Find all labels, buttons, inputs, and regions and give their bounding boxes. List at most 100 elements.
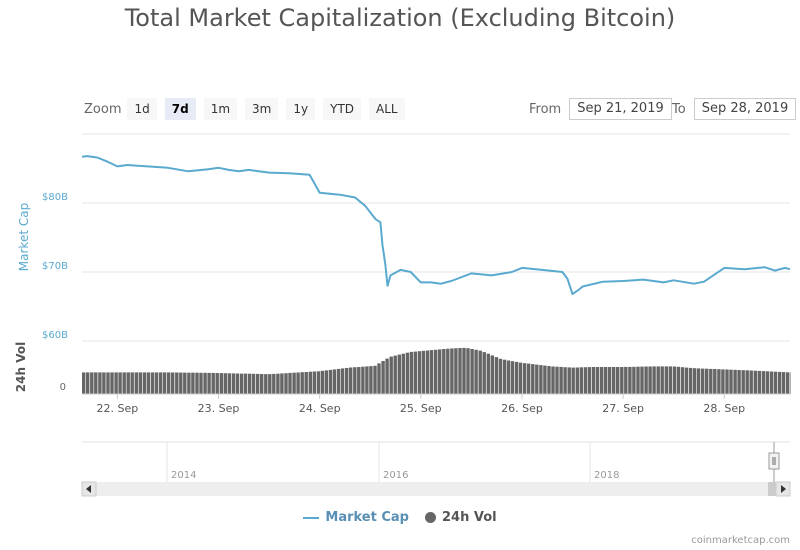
volume-bar (660, 366, 664, 394)
to-date-input[interactable]: Sep 28, 2019 (693, 98, 797, 120)
volume-bar (243, 373, 248, 394)
volume-bar (377, 363, 381, 394)
volume-bar (494, 357, 499, 394)
navigator-handle[interactable] (768, 452, 780, 470)
volume-bar (498, 358, 503, 394)
volume-bar (397, 354, 401, 394)
volume-bar (171, 372, 175, 394)
volume-bar (551, 366, 555, 394)
zoom-all-button[interactable]: ALL (369, 98, 405, 120)
volume-bar (446, 348, 450, 394)
volume-bar (644, 366, 648, 394)
volume-bar (207, 372, 211, 394)
credits-link[interactable]: coinmarketcap.com (691, 535, 790, 546)
volume-bar (130, 372, 134, 394)
volume-bar (324, 370, 329, 394)
volume-bar (765, 371, 770, 394)
volume-bar (741, 370, 745, 394)
volume-bar (316, 371, 321, 394)
volume-bar (357, 367, 361, 394)
volume-bar (745, 370, 749, 394)
volume-bar (632, 366, 636, 394)
volume-bar (336, 368, 341, 394)
volume-bar (672, 366, 677, 394)
zoom-1d-button[interactable]: 1d (127, 98, 157, 120)
volume-bar (421, 350, 426, 394)
volume-bar (664, 366, 668, 394)
volume-bar (150, 372, 155, 394)
volume-bar (247, 373, 252, 394)
y-tick-label: $60B (42, 330, 68, 341)
volume-bar (365, 366, 369, 394)
volume-bar (308, 371, 312, 394)
volume-bar (547, 366, 551, 394)
volume-bar (680, 367, 685, 394)
volume-bar (353, 367, 357, 394)
volume-bar (385, 358, 389, 394)
volume-bar (154, 372, 159, 394)
scrollbar-thumb[interactable] (768, 482, 776, 496)
volume-bar (195, 372, 199, 394)
volume-bar (300, 372, 304, 394)
volume-bar (575, 367, 579, 394)
x-tick-label: 28. Sep (703, 402, 745, 415)
zoom-1y-button[interactable]: 1y (286, 98, 316, 120)
volume-bar (438, 349, 442, 394)
volume-bar (442, 349, 446, 394)
x-tick-label: 25. Sep (400, 402, 442, 415)
chevron-right-icon (781, 485, 786, 493)
volume-bar (684, 367, 689, 394)
volume-bar (162, 372, 167, 394)
volume-bar (781, 372, 786, 394)
legend-item-market-cap[interactable]: Market Cap (303, 510, 409, 525)
y-axis-title: Market Cap (17, 203, 31, 271)
volume-bar (256, 373, 260, 394)
from-date-input[interactable]: Sep 21, 2019 (569, 98, 672, 120)
volume-bar (676, 366, 681, 394)
volume-bar (296, 372, 300, 394)
volume-bar (126, 372, 130, 394)
volume-bar (417, 351, 422, 394)
navigator[interactable] (82, 442, 790, 482)
volume-bar (478, 350, 482, 394)
volume-bar (462, 347, 466, 394)
volume-bar (122, 372, 126, 394)
legend-item-24h-vol[interactable]: 24h Vol (424, 510, 497, 525)
zoom-1m-button[interactable]: 1m (203, 98, 238, 120)
zoom-7d-button[interactable]: 7d (164, 98, 196, 120)
volume-bar (668, 366, 672, 394)
volume-bar (138, 372, 142, 394)
volume-bar (102, 372, 106, 394)
x-tick-label: 24. Sep (299, 402, 341, 415)
market-cap-line (81, 155, 791, 296)
volume-bar (474, 349, 478, 394)
chevron-left-icon (86, 485, 91, 493)
volume-bar (405, 352, 410, 394)
x-tick-label: 26. Sep (501, 402, 543, 415)
volume-bar (757, 370, 761, 394)
volume-bar (328, 369, 333, 394)
chart-title: Total Market Capitalization (Excluding B… (124, 4, 676, 32)
volume-bar (211, 372, 215, 394)
scrollbar-track[interactable] (82, 482, 790, 496)
zoom-3m-button[interactable]: 3m (245, 98, 279, 120)
volume-bar (86, 372, 90, 394)
volume-bar (268, 374, 272, 394)
volume-bar (466, 348, 470, 394)
volume-bar (191, 372, 195, 394)
volume-bar (753, 370, 757, 394)
volume-bar (640, 366, 644, 394)
volume-bar (146, 372, 151, 394)
volume-bar (260, 374, 264, 394)
volume-bar (167, 372, 171, 394)
volume-bar (187, 372, 191, 394)
volume-bar (721, 369, 725, 394)
zoom-ytd-button[interactable]: YTD (323, 98, 362, 120)
volume-bar (636, 366, 640, 394)
volume-bar (790, 372, 791, 394)
navigator-label: 2016 (383, 470, 408, 481)
volume-bar (288, 372, 292, 394)
range-to: To Sep 28, 2019 (672, 98, 797, 120)
volume-bar (369, 366, 373, 394)
volume-bar (215, 373, 219, 394)
